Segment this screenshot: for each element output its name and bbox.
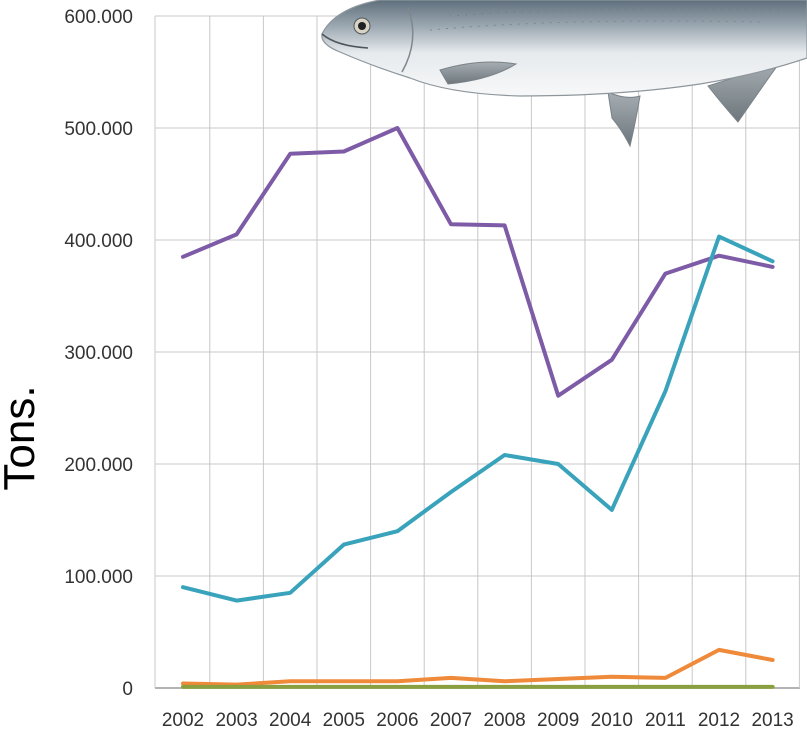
y-tick-label: 300.000	[64, 343, 133, 364]
chart-labels: Tons.	[0, 385, 44, 490]
x-tick-label: 2012	[698, 710, 740, 731]
x-tick-label: 2006	[376, 710, 418, 731]
y-tick-label: 500.000	[64, 119, 133, 140]
y-tick-label: 600.000	[64, 7, 133, 28]
x-tick-label: 2013	[751, 710, 793, 731]
series-line-3	[181, 647, 775, 687]
x-tick-label: 2010	[591, 710, 633, 731]
y-tick-label: 0	[122, 679, 133, 700]
x-tick-label: 2003	[215, 710, 257, 731]
series-line-1	[181, 126, 775, 398]
series-line-2	[181, 234, 775, 603]
y-tick-label: 100.000	[64, 567, 133, 588]
y-axis-label: Tons.	[0, 385, 44, 490]
salmon-fish-icon	[321, 0, 807, 148]
chart-grid	[154, 15, 800, 689]
y-tick-label: 400.000	[64, 231, 133, 252]
y-tick-label: 200.000	[64, 455, 133, 476]
x-tick-label: 2002	[162, 710, 204, 731]
chart-series	[181, 126, 775, 689]
x-tick-label: 2005	[323, 710, 365, 731]
x-tick-label: 2007	[430, 710, 472, 731]
x-tick-label: 2011	[645, 710, 686, 731]
chart-axes: 0 100.000 200.000 300.000 400.000 500.000 600.…	[64, 7, 793, 731]
x-tick-label: 2004	[269, 710, 312, 731]
x-tick-label: 2008	[483, 710, 525, 731]
x-tick-label: 2009	[537, 710, 579, 731]
